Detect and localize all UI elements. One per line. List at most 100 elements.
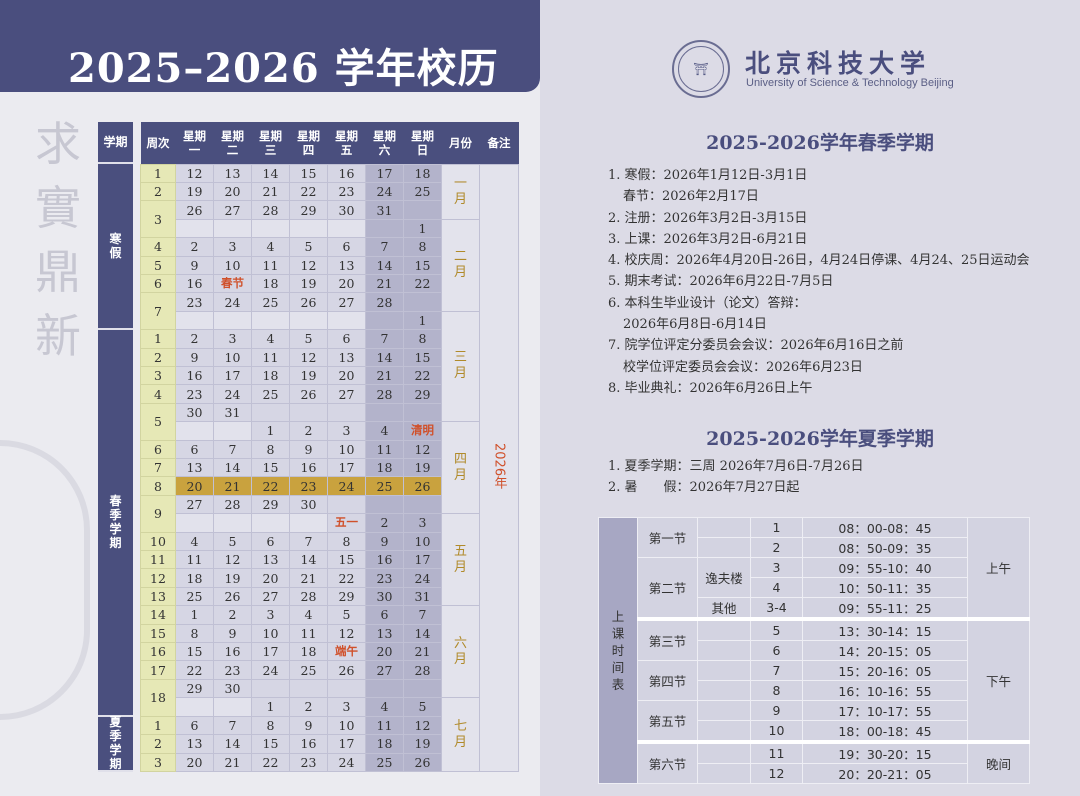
day-cell: 24 xyxy=(403,568,442,588)
day-cell: 26 xyxy=(175,200,214,220)
day-cell: 3 xyxy=(327,421,366,441)
day-cell xyxy=(327,494,366,515)
day-cell: 18 xyxy=(289,642,328,662)
day-cell: 12 xyxy=(289,255,328,275)
day-cell: 4 xyxy=(365,697,404,717)
motto-calligraphy: 求實鼎新 xyxy=(35,117,81,363)
day-cell xyxy=(289,218,328,239)
column-header: 星期 日 xyxy=(403,122,442,164)
day-cell: 24 xyxy=(327,476,366,496)
period-number: 2 xyxy=(750,537,803,558)
day-cell xyxy=(251,310,290,331)
day-cell: 18 xyxy=(365,734,404,754)
calendar-row: 4 23 24 25 26 27 28 29 xyxy=(140,384,519,404)
day-cell: 23 xyxy=(289,476,328,496)
time-range: 13：30-14：15 xyxy=(802,617,968,641)
calendar-row: 3 20 21 22 23 24 25 26 xyxy=(140,752,519,772)
day-cell: 21 xyxy=(251,181,290,202)
day-cell: 14 xyxy=(251,163,290,183)
day-cell: 17 xyxy=(327,734,366,754)
day-cell: 31 xyxy=(365,200,404,220)
day-cell xyxy=(365,494,404,515)
day-cell: 23 xyxy=(213,660,252,680)
day-cell: 6 xyxy=(327,237,366,257)
day-cell: 27 xyxy=(327,292,366,312)
time-range: 19：30-20：15 xyxy=(802,740,968,764)
day-cell: 28 xyxy=(365,292,404,312)
day-cell xyxy=(251,218,290,239)
week-number: 1 xyxy=(140,163,176,183)
month-label: 三 月 xyxy=(441,310,480,423)
month-label: 七 月 xyxy=(441,697,480,772)
calendar-row: 14 1 2 3 4 5 6 7 六 月 xyxy=(140,605,519,699)
day-cell: 7 xyxy=(365,329,404,349)
summer-title: 2025-2026学年夏季学期 xyxy=(706,428,934,450)
day-cell: 24 xyxy=(213,292,252,312)
semester-label: 寒 假 xyxy=(98,164,133,330)
day-cell: 13 xyxy=(175,457,214,478)
day-cell: 26 xyxy=(403,476,442,496)
calendar-row: 10 4 5 6 7 8 9 10 xyxy=(140,531,519,552)
week-number: 10 xyxy=(140,531,176,552)
month-label: 五 月 xyxy=(441,513,480,607)
day-cell: 15 xyxy=(251,457,290,478)
day-cell xyxy=(213,421,252,441)
day-cell: 30 xyxy=(365,586,404,607)
list-item: 3. 上课：2026年3月2日-6月21日 xyxy=(608,231,808,247)
day-cell: 19 xyxy=(403,457,442,478)
calendar-row: 2 9 10 11 12 13 14 15 xyxy=(140,347,519,367)
day-cell: 7 xyxy=(403,605,442,625)
calendar-row: 13 25 26 27 28 29 30 31 xyxy=(140,586,519,607)
day-cell: 18 xyxy=(365,457,404,478)
day-cell: 24 xyxy=(327,752,366,772)
day-cell: 3 xyxy=(251,605,290,625)
period-number: 9 xyxy=(750,700,803,721)
column-header: 星期 六 xyxy=(365,122,404,164)
day-cell: 19 xyxy=(289,365,328,386)
day-cell: 1 xyxy=(251,421,290,441)
period-number: 12 xyxy=(750,763,803,784)
day-cell: 15 xyxy=(289,163,328,183)
day-cell: 22 xyxy=(403,365,442,386)
day-cell: 22 xyxy=(327,568,366,588)
period-number: 5 xyxy=(750,617,803,641)
day-cell: 2 xyxy=(175,237,214,257)
calendar-row: 7 13 14 15 16 17 18 19 xyxy=(140,457,519,478)
week-number: 2 xyxy=(140,347,176,367)
day-cell xyxy=(365,218,404,239)
list-item: 4. 校庆周：2026年4月20日-26日，4月24日停课、4月24、25日运动… xyxy=(608,253,1030,269)
day-cell: 2 xyxy=(175,329,214,349)
day-cell xyxy=(213,218,252,239)
day-cell: 25 xyxy=(251,292,290,312)
session-name: 第四节 xyxy=(637,660,698,701)
calendar-panel: 2025–2026 学年校历 求實鼎新 学期 寒 假春 季 学 期夏 季 学 期… xyxy=(0,0,540,772)
spring-title: 2025-2026学年春季学期 xyxy=(706,132,934,154)
day-cell: 29 xyxy=(327,586,366,607)
week-number: 6 xyxy=(140,273,176,294)
session-name: 第六节 xyxy=(637,740,698,784)
day-cell xyxy=(251,402,290,423)
holiday-cell: 清明 xyxy=(403,421,442,441)
column-header: 星期 四 xyxy=(289,122,328,164)
day-cell: 13 xyxy=(365,623,404,644)
period-number: 6 xyxy=(750,640,803,661)
day-cell: 5 xyxy=(403,697,442,717)
schedule-row: 上 课 时 间 表第一节 1 08：00-08：45 上午 xyxy=(598,517,1030,784)
day-cell: 22 xyxy=(175,660,214,680)
university-name-cn: 北京科技大学 xyxy=(745,49,932,78)
day-cell: 5 xyxy=(327,605,366,625)
building-cell xyxy=(697,680,751,701)
list-item: 1. 夏季学期：三周 2026年7月6日-7月26日 xyxy=(608,459,864,474)
day-cell: 20 xyxy=(175,476,214,496)
week-number: 16 xyxy=(140,642,176,662)
semester-label: 夏 季 学 期 xyxy=(98,715,133,772)
day-cell: 12 xyxy=(175,163,214,183)
period-number: 3 xyxy=(750,557,803,578)
day-cell: 11 xyxy=(251,255,290,275)
day-cell: 27 xyxy=(365,660,404,680)
day-cell: 30 xyxy=(175,402,214,423)
day-cell xyxy=(213,310,252,331)
day-cell: 8 xyxy=(251,439,290,460)
day-cell: 25 xyxy=(403,181,442,202)
day-cell: 11 xyxy=(175,550,214,570)
